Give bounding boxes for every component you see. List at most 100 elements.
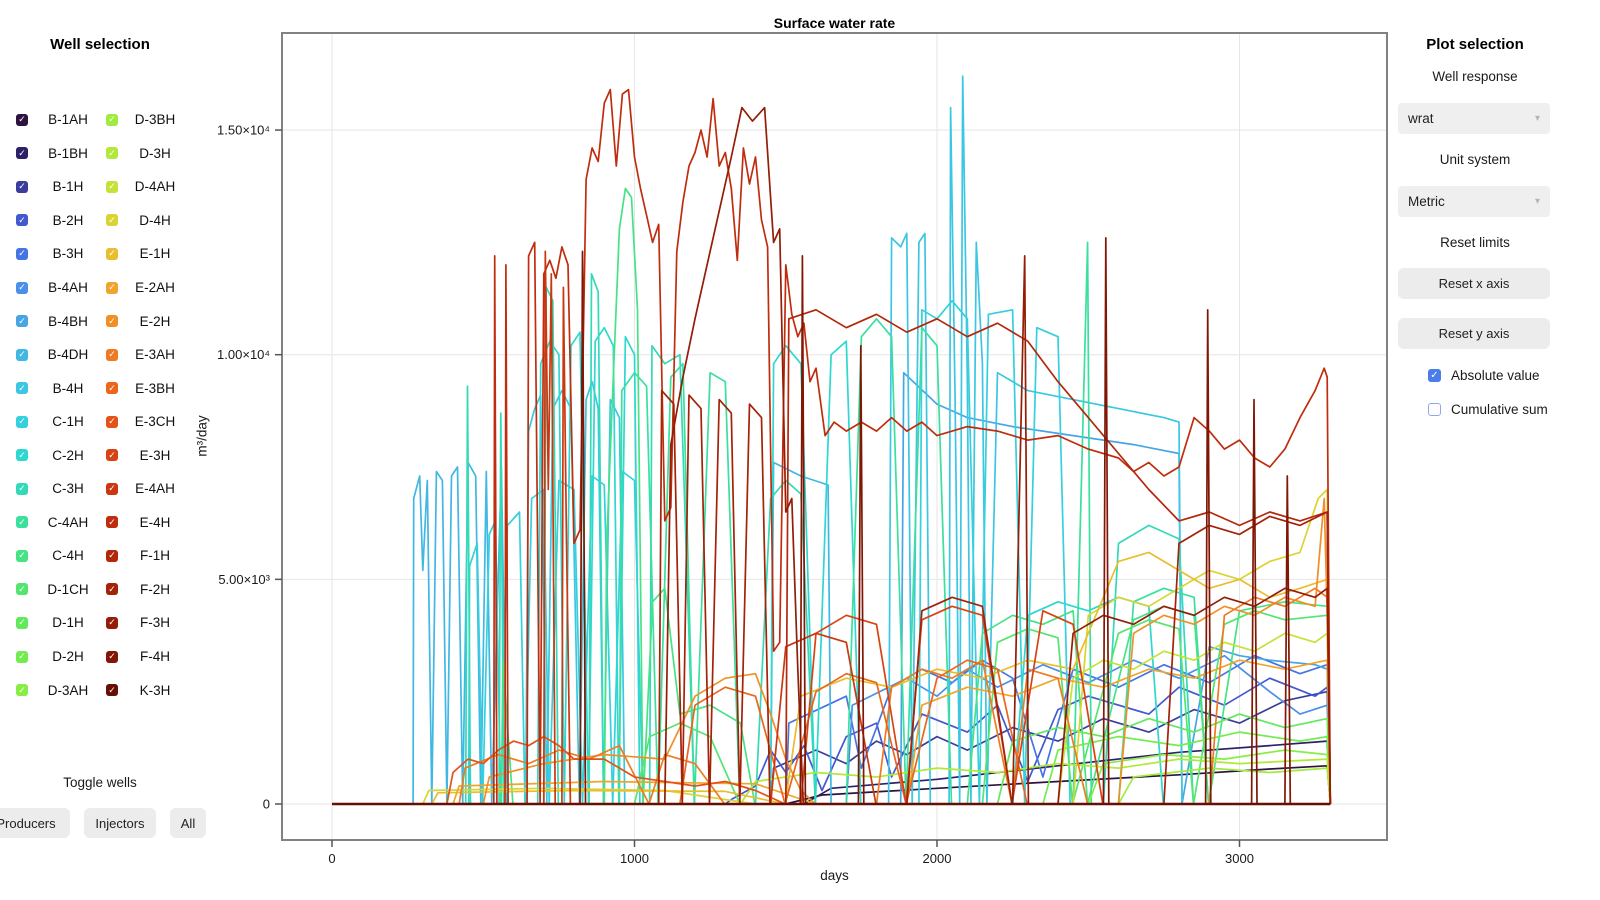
well-checkbox-C-4AH[interactable]: ✓ [16, 516, 28, 529]
well-row: ✓ E-4H [106, 506, 186, 540]
well-label: D-4H [139, 212, 171, 228]
well-row: ✓ C-3H [16, 472, 102, 506]
well-checkbox-E-2H[interactable]: ✓ [106, 315, 118, 328]
well-checkbox-F-2H[interactable]: ✓ [106, 583, 118, 596]
well-checkbox-B-1BH[interactable]: ✓ [16, 147, 28, 160]
well-checkbox-E-2AH[interactable]: ✓ [106, 281, 118, 294]
toggle-producers-button[interactable]: Producers [0, 808, 70, 838]
series-line-B-1H [332, 690, 1332, 805]
x-tick-label: 0 [328, 851, 335, 866]
well-checkbox-D-3BH[interactable]: ✓ [106, 113, 118, 126]
well-checkbox-E-3BH[interactable]: ✓ [106, 382, 118, 395]
well-row: ✓ E-4AH [106, 472, 186, 506]
well-label: B-2H [52, 212, 84, 228]
absolute-value-checkbox[interactable]: ✓ [1428, 369, 1441, 382]
well-list-column-1: ✓ B-1AH ✓ B-1BH ✓ B-1H ✓ B-2H ✓ B-3H ✓ B-4AH ✓ B-4BH ✓… [16, 103, 102, 707]
well-row: ✓ K-3H [106, 673, 186, 707]
well-label: E-3H [139, 447, 171, 463]
well-label: F-2H [140, 581, 170, 597]
well-checkbox-B-1H[interactable]: ✓ [16, 180, 28, 193]
well-label: F-4H [140, 649, 170, 665]
well-checkbox-E-1H[interactable]: ✓ [106, 247, 118, 260]
reset-y-axis-button[interactable]: Reset y axis [1398, 318, 1550, 349]
well-checkbox-F-1H[interactable]: ✓ [106, 549, 118, 562]
well-checkbox-B-4DH[interactable]: ✓ [16, 348, 28, 361]
well-checkbox-E-3CH[interactable]: ✓ [106, 415, 118, 428]
well-label: C-1H [52, 414, 84, 430]
well-label: E-2AH [135, 280, 175, 295]
well-checkbox-B-2H[interactable]: ✓ [16, 214, 28, 227]
well-checkbox-D-1H[interactable]: ✓ [16, 616, 28, 629]
series-line-B-1BH [332, 740, 1332, 805]
well-row: ✓ E-3CH [106, 405, 186, 439]
well-row: ✓ D-3H [106, 137, 186, 171]
absolute-value-label: Absolute value [1451, 368, 1540, 383]
well-response-label: Well response [1432, 69, 1518, 84]
x-axis-label: days [820, 868, 849, 883]
well-row: ✓ D-1CH [16, 573, 102, 607]
well-row: ✓ E-2AH [106, 271, 186, 305]
well-label: D-1H [52, 615, 84, 631]
well-checkbox-F-4H[interactable]: ✓ [106, 650, 118, 663]
well-checkbox-B-4H[interactable]: ✓ [16, 382, 28, 395]
series-line-D-1H [332, 713, 1332, 805]
well-row: ✓ D-4AH [106, 170, 186, 204]
well-checkbox-D-2H[interactable]: ✓ [16, 650, 28, 663]
well-checkbox-D-4H[interactable]: ✓ [106, 214, 118, 227]
well-label: E-3AH [135, 347, 175, 363]
well-label: B-1H [52, 179, 84, 195]
toggle-injectors-button[interactable]: Injectors [84, 808, 156, 838]
series-line-B-4H [332, 75, 1331, 805]
series-line-B-1AH [332, 764, 1332, 805]
well-label: D-2H [52, 649, 84, 665]
x-tick-label: 2000 [923, 851, 952, 866]
well-checkbox-C-1H[interactable]: ✓ [16, 415, 28, 428]
y-tick-label: 5.00×10³ [218, 572, 270, 587]
series-line-D-4H [332, 488, 1332, 805]
well-checkbox-B-1AH[interactable]: ✓ [16, 113, 28, 126]
reset-x-axis-button[interactable]: Reset x axis [1398, 268, 1550, 299]
well-row: ✓ E-1H [106, 237, 186, 271]
well-checkbox-K-3H[interactable]: ✓ [106, 684, 118, 697]
well-label: E-4H [139, 514, 171, 530]
well-row: ✓ E-3H [106, 438, 186, 472]
x-tick-label: 3000 [1225, 851, 1254, 866]
well-checkbox-B-3H[interactable]: ✓ [16, 247, 28, 260]
well-label: F-1H [140, 548, 170, 564]
well-label: F-3H [140, 615, 170, 631]
well-checkbox-E-4H[interactable]: ✓ [106, 516, 118, 529]
unit-system-dropdown[interactable]: Metric ▾ [1398, 186, 1550, 217]
well-row: ✓ C-4AH [16, 506, 102, 540]
well-checkbox-E-3AH[interactable]: ✓ [106, 348, 118, 361]
well-checkbox-C-3H[interactable]: ✓ [16, 482, 28, 495]
well-row: ✓ C-2H [16, 438, 102, 472]
well-checkbox-C-4H[interactable]: ✓ [16, 549, 28, 562]
cumulative-sum-checkbox[interactable] [1428, 403, 1441, 416]
well-checkbox-C-2H[interactable]: ✓ [16, 449, 28, 462]
well-checkbox-D-1CH[interactable]: ✓ [16, 583, 28, 596]
well-row: ✓ B-2H [16, 204, 102, 238]
well-label: C-4H [52, 548, 84, 564]
well-row: ✓ C-4H [16, 539, 102, 573]
well-checkbox-D-3AH[interactable]: ✓ [16, 684, 28, 697]
well-response-dropdown[interactable]: wrat ▾ [1398, 103, 1550, 134]
well-checkbox-F-3H[interactable]: ✓ [106, 616, 118, 629]
series-line-D-2H [332, 731, 1332, 805]
well-row: ✓ F-4H [106, 640, 186, 674]
well-label: B-4BH [48, 313, 88, 329]
toggle-all-button[interactable]: All [170, 808, 206, 838]
well-row: ✓ B-1BH [16, 137, 102, 171]
well-row: ✓ D-1H [16, 606, 102, 640]
well-checkbox-E-4AH[interactable]: ✓ [106, 482, 118, 495]
unit-system-label: Unit system [1439, 152, 1511, 167]
well-checkbox-D-4AH[interactable]: ✓ [106, 180, 118, 193]
well-label: D-3H [139, 145, 171, 161]
well-row: ✓ B-4AH [16, 271, 102, 305]
well-checkbox-B-4BH[interactable]: ✓ [16, 315, 28, 328]
well-checkbox-D-3H[interactable]: ✓ [106, 147, 118, 160]
well-checkbox-E-3H[interactable]: ✓ [106, 449, 118, 462]
y-tick-label: 1.00×10⁴ [217, 347, 270, 362]
well-checkbox-B-4AH[interactable]: ✓ [16, 281, 28, 294]
well-row: ✓ B-4H [16, 371, 102, 405]
